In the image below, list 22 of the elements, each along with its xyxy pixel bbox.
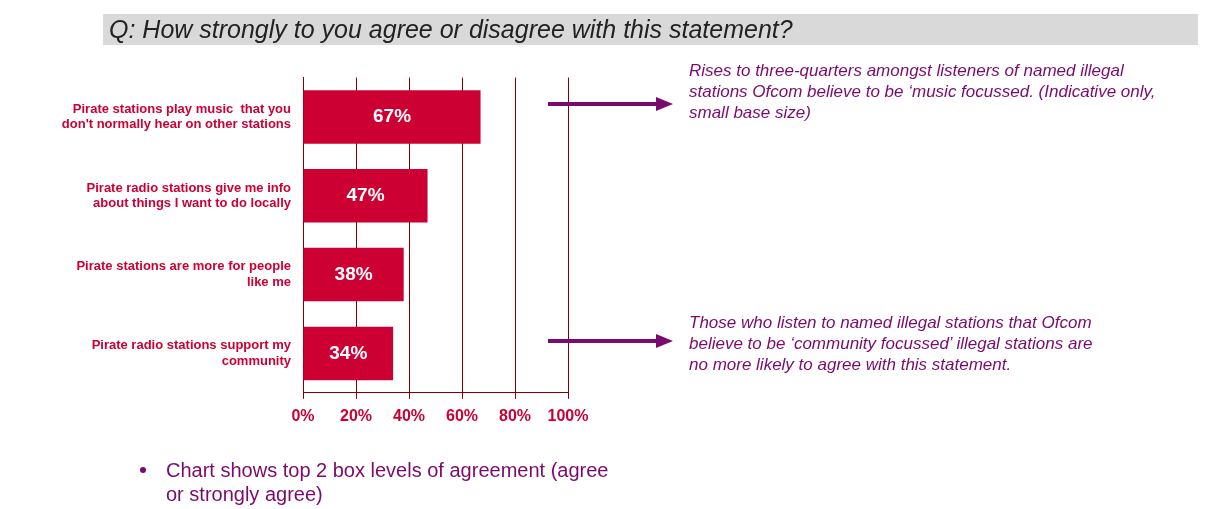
x-tick-label: 80% [498,406,532,424]
y-tick-label: Pirate radio stations support my community [91,337,292,368]
x-tick-label: 20% [339,406,373,424]
bar [303,90,481,144]
bar [303,326,394,381]
text: Rises to three-quarters amongst listeners of named illegal stations Ofcom believe to be ‘music focussed. (Indicative only, small base size) [689,60,1157,123]
data-label: 47% [346,184,385,206]
chart-title: Q: How strongly to you agree or disagree with this statement? [103,14,1198,45]
data-label: 67% [373,105,412,127]
text: Chart shows top 2 box levels of agreement (agree or strongly agree) [166,458,610,506]
bar [303,247,404,302]
y-tick-label: Pirate radio stations give me info about things I want to do locally [86,179,292,211]
data-label: 34% [329,341,368,363]
x-tick-label: 0% [291,406,315,424]
text: Those who listen to named illegal stations that Ofcom believe to be ‘community focussed’ illegal stations are no more likely to agree with this statement. [689,312,1094,375]
data-label: 38% [334,262,373,284]
x-tick-label: 100% [547,406,589,424]
bar [303,169,428,223]
y-tick-label: Pirate stations are more for people like me [76,258,291,289]
x-tick-label: 40% [392,406,426,424]
y-tick-label: Pirate stations play music that you don't normally hear on other stations [61,100,292,132]
x-tick-label: 60% [445,406,479,424]
